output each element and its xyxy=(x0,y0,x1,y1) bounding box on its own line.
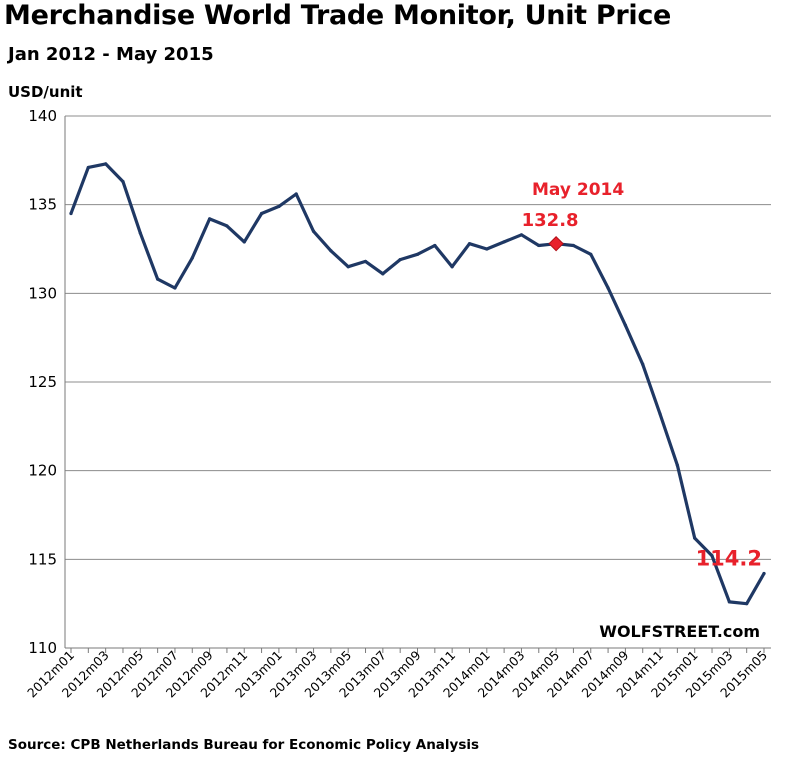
x-tick-labels: 2012m012012m032012m052012m072012m092012m… xyxy=(24,647,770,700)
y-tick-labels: 110 115 120 125 130 135 140 xyxy=(28,107,57,657)
data-point xyxy=(86,165,90,170)
line-chart: USD/unit 110 115 120 125 130 135 140 2012m0120… xyxy=(8,83,771,700)
data-point xyxy=(104,162,108,166)
series xyxy=(69,162,766,606)
data-point xyxy=(190,256,194,260)
y-tick-label: 115 xyxy=(28,550,57,568)
y-axis-label: USD/unit xyxy=(8,83,83,101)
gridlines xyxy=(65,115,771,560)
data-point xyxy=(467,242,472,246)
data-point xyxy=(69,211,73,216)
data-point xyxy=(485,247,489,251)
data-point xyxy=(138,231,142,235)
data-point xyxy=(641,362,645,366)
source-note: Source: CPB Netherlands Bureau for Econo… xyxy=(8,737,480,753)
data-point xyxy=(433,243,437,248)
annotation-label: May 2014 xyxy=(532,180,624,200)
data-point xyxy=(156,277,160,281)
data-point xyxy=(277,204,281,209)
data-point xyxy=(606,286,610,290)
data-point xyxy=(693,536,697,540)
y-tick-label: 130 xyxy=(28,284,57,302)
watermark: WOLFSTREET.com xyxy=(599,622,760,641)
annotation-value: 132.8 xyxy=(522,210,579,231)
y-tick-label: 135 xyxy=(28,196,57,214)
data-point xyxy=(537,243,541,248)
data-point xyxy=(381,272,385,276)
data-point xyxy=(121,180,125,184)
y-tick-label: 125 xyxy=(28,373,57,391)
data-point xyxy=(502,240,506,244)
data-point xyxy=(311,229,316,233)
data-point xyxy=(519,233,524,237)
data-point xyxy=(363,259,368,264)
axes xyxy=(64,116,771,653)
may-2014-marker xyxy=(548,235,564,252)
data-point xyxy=(571,243,576,248)
y-tick-label: 140 xyxy=(28,107,57,125)
chart-title: Merchandise World Trade Monitor, Unit Pr… xyxy=(4,0,672,31)
data-point xyxy=(225,224,229,228)
data-point xyxy=(762,571,766,576)
data-point xyxy=(259,211,264,216)
data-point xyxy=(329,249,333,253)
last-value-label: 114.2 xyxy=(696,547,762,571)
data-point xyxy=(589,252,593,256)
annotations: May 2014 132.8 114.2 xyxy=(522,180,762,571)
data-point xyxy=(450,265,454,269)
data-point xyxy=(398,258,402,262)
data-point xyxy=(415,252,420,256)
data-point xyxy=(710,554,714,558)
data-point xyxy=(658,412,662,416)
data-point xyxy=(727,600,731,604)
data-point xyxy=(623,323,628,327)
y-tick-label: 120 xyxy=(28,462,57,480)
data-point xyxy=(346,265,350,269)
data-point xyxy=(208,217,212,221)
data-point xyxy=(675,463,679,467)
data-point xyxy=(173,286,177,290)
data-point xyxy=(745,602,749,606)
data-point xyxy=(242,240,246,244)
chart-subtitle: Jan 2012 - May 2015 xyxy=(8,44,214,65)
data-point xyxy=(294,192,298,196)
y-tick-label: 110 xyxy=(28,639,57,657)
series-line xyxy=(69,162,766,606)
